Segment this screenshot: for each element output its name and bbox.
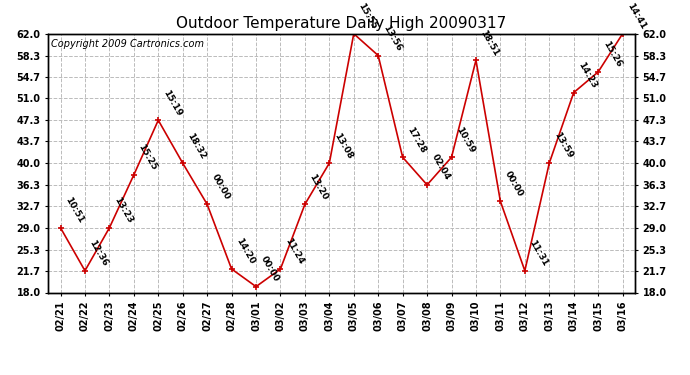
Text: 15:26: 15:26 [601,40,623,69]
Text: 18:32: 18:32 [186,131,208,160]
Text: 17:28: 17:28 [406,125,428,154]
Text: 15:19: 15:19 [161,88,184,117]
Text: 11:31: 11:31 [528,238,550,268]
Text: 14:23: 14:23 [576,60,599,90]
Text: 14:20: 14:20 [235,237,257,266]
Text: 12:36: 12:36 [88,238,110,268]
Text: 10:51: 10:51 [63,196,86,225]
Text: 10:59: 10:59 [454,125,476,154]
Text: 13:59: 13:59 [552,131,574,160]
Text: 00:00: 00:00 [259,255,281,284]
Text: 18:51: 18:51 [479,28,501,57]
Text: 15:55: 15:55 [357,2,379,31]
Text: 13:08: 13:08 [332,131,354,160]
Text: 13:20: 13:20 [308,172,330,201]
Text: 13:23: 13:23 [112,196,135,225]
Text: 14:41: 14:41 [625,2,648,31]
Text: Copyright 2009 Cartronics.com: Copyright 2009 Cartronics.com [51,39,204,49]
Title: Outdoor Temperature Daily High 20090317: Outdoor Temperature Daily High 20090317 [177,16,506,31]
Text: 00:00: 00:00 [503,170,525,199]
Text: 00:00: 00:00 [210,172,232,201]
Text: 11:24: 11:24 [283,237,306,266]
Text: 15:25: 15:25 [137,143,159,172]
Text: 13:56: 13:56 [381,24,403,53]
Text: 02:04: 02:04 [430,153,452,182]
